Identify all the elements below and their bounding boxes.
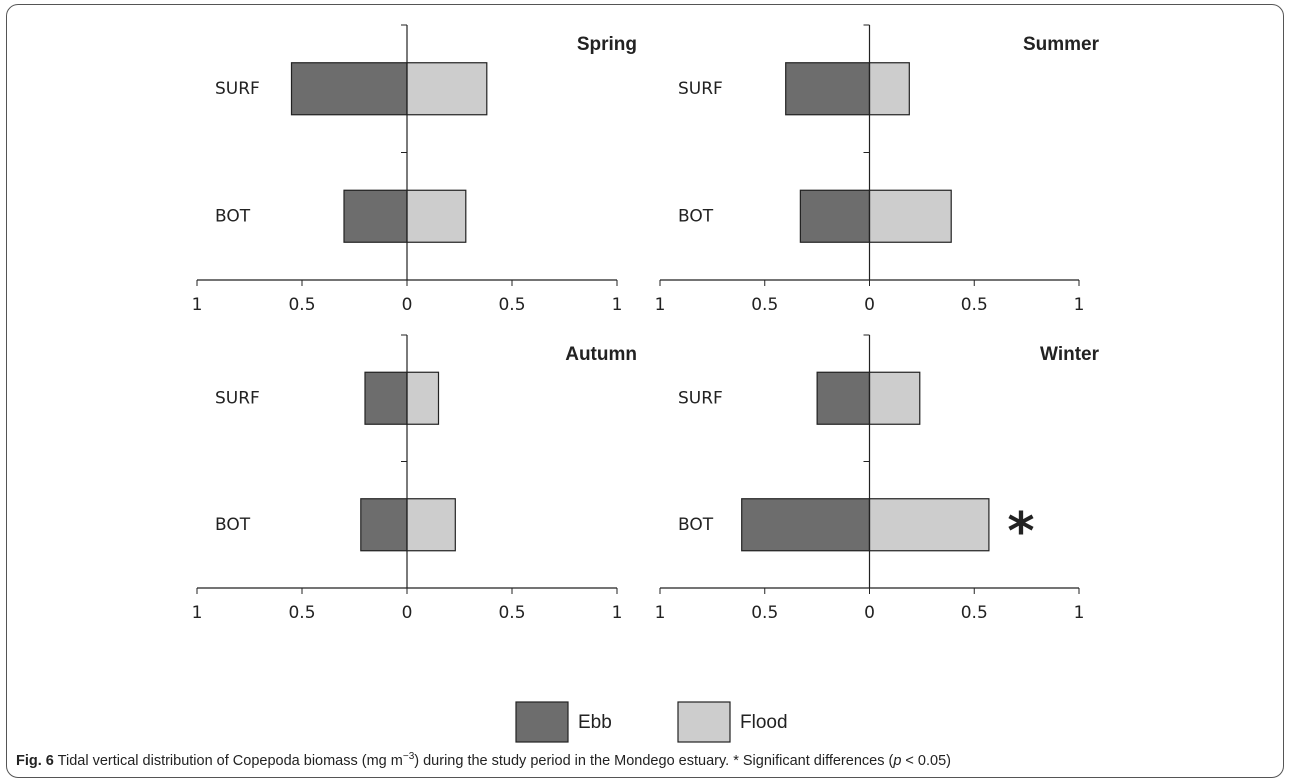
- bar: [785, 62, 871, 116]
- x-tick-label: 1: [655, 603, 666, 623]
- x-tick-label: 0.5: [961, 603, 988, 623]
- caption-text: < 0.05): [901, 752, 951, 769]
- annotation: *: [1007, 502, 1034, 562]
- bar: [799, 189, 871, 243]
- legend-swatch: [515, 701, 569, 743]
- panel-title: Winter: [1040, 344, 1100, 365]
- bar: [406, 498, 456, 552]
- x-tick-label: 1: [655, 295, 666, 315]
- caption: Fig. 6 Tidal vertical distribution of Co…: [16, 747, 1266, 771]
- category-label: SURF: [678, 79, 723, 99]
- x-tick-label: 1: [192, 295, 203, 315]
- bar: [343, 189, 408, 243]
- x-tick-label: 0: [864, 295, 875, 315]
- bar: [406, 371, 440, 425]
- category-label: SURF: [678, 388, 723, 408]
- bar: [406, 189, 467, 243]
- bar: [406, 62, 488, 116]
- bar: [741, 498, 871, 552]
- x-tick-label: 0.5: [961, 295, 988, 315]
- x-tick-label: 0.5: [751, 295, 778, 315]
- x-tick-label: 0.5: [498, 603, 525, 623]
- x-tick-label: 0.5: [288, 603, 315, 623]
- caption-label: Fig. 6: [16, 752, 54, 769]
- category-label: BOT: [215, 515, 251, 535]
- bar: [816, 371, 871, 425]
- caption-text: Tidal vertical distribution of Copepoda …: [57, 752, 403, 769]
- x-tick-label: 0.5: [751, 603, 778, 623]
- bar: [868, 498, 990, 552]
- x-tick-label: 0: [402, 295, 413, 315]
- x-tick-label: 0.5: [288, 295, 315, 315]
- bar: [360, 498, 408, 552]
- x-tick-label: 0: [864, 603, 875, 623]
- x-tick-label: 0: [402, 603, 413, 623]
- x-tick-label: 1: [612, 295, 623, 315]
- category-label: BOT: [215, 206, 251, 226]
- category-label: SURF: [215, 79, 260, 99]
- caption-text: ) during the study period in the Mondego…: [414, 752, 894, 769]
- category-label: SURF: [215, 388, 260, 408]
- legend-label: Ebb: [578, 712, 612, 733]
- x-tick-label: 1: [1074, 603, 1085, 623]
- legend-label: Flood: [740, 712, 788, 733]
- category-label: BOT: [678, 206, 714, 226]
- bar: [290, 62, 408, 116]
- x-tick-label: 1: [612, 603, 623, 623]
- x-tick-label: 1: [1074, 295, 1085, 315]
- legend-swatch: [677, 701, 731, 743]
- x-tick-label: 0.5: [498, 295, 525, 315]
- panel-title: Summer: [1023, 34, 1100, 55]
- bar: [364, 371, 408, 425]
- x-tick-label: 1: [192, 603, 203, 623]
- figure-frame: [6, 4, 1284, 778]
- bar: [868, 62, 910, 116]
- caption-sup: −3: [402, 751, 415, 762]
- caption-italic: p: [893, 752, 902, 769]
- panel-title: Autumn: [565, 344, 637, 365]
- panel-title: Spring: [577, 34, 637, 55]
- category-label: BOT: [678, 515, 714, 535]
- bar: [868, 371, 921, 425]
- bar: [868, 189, 952, 243]
